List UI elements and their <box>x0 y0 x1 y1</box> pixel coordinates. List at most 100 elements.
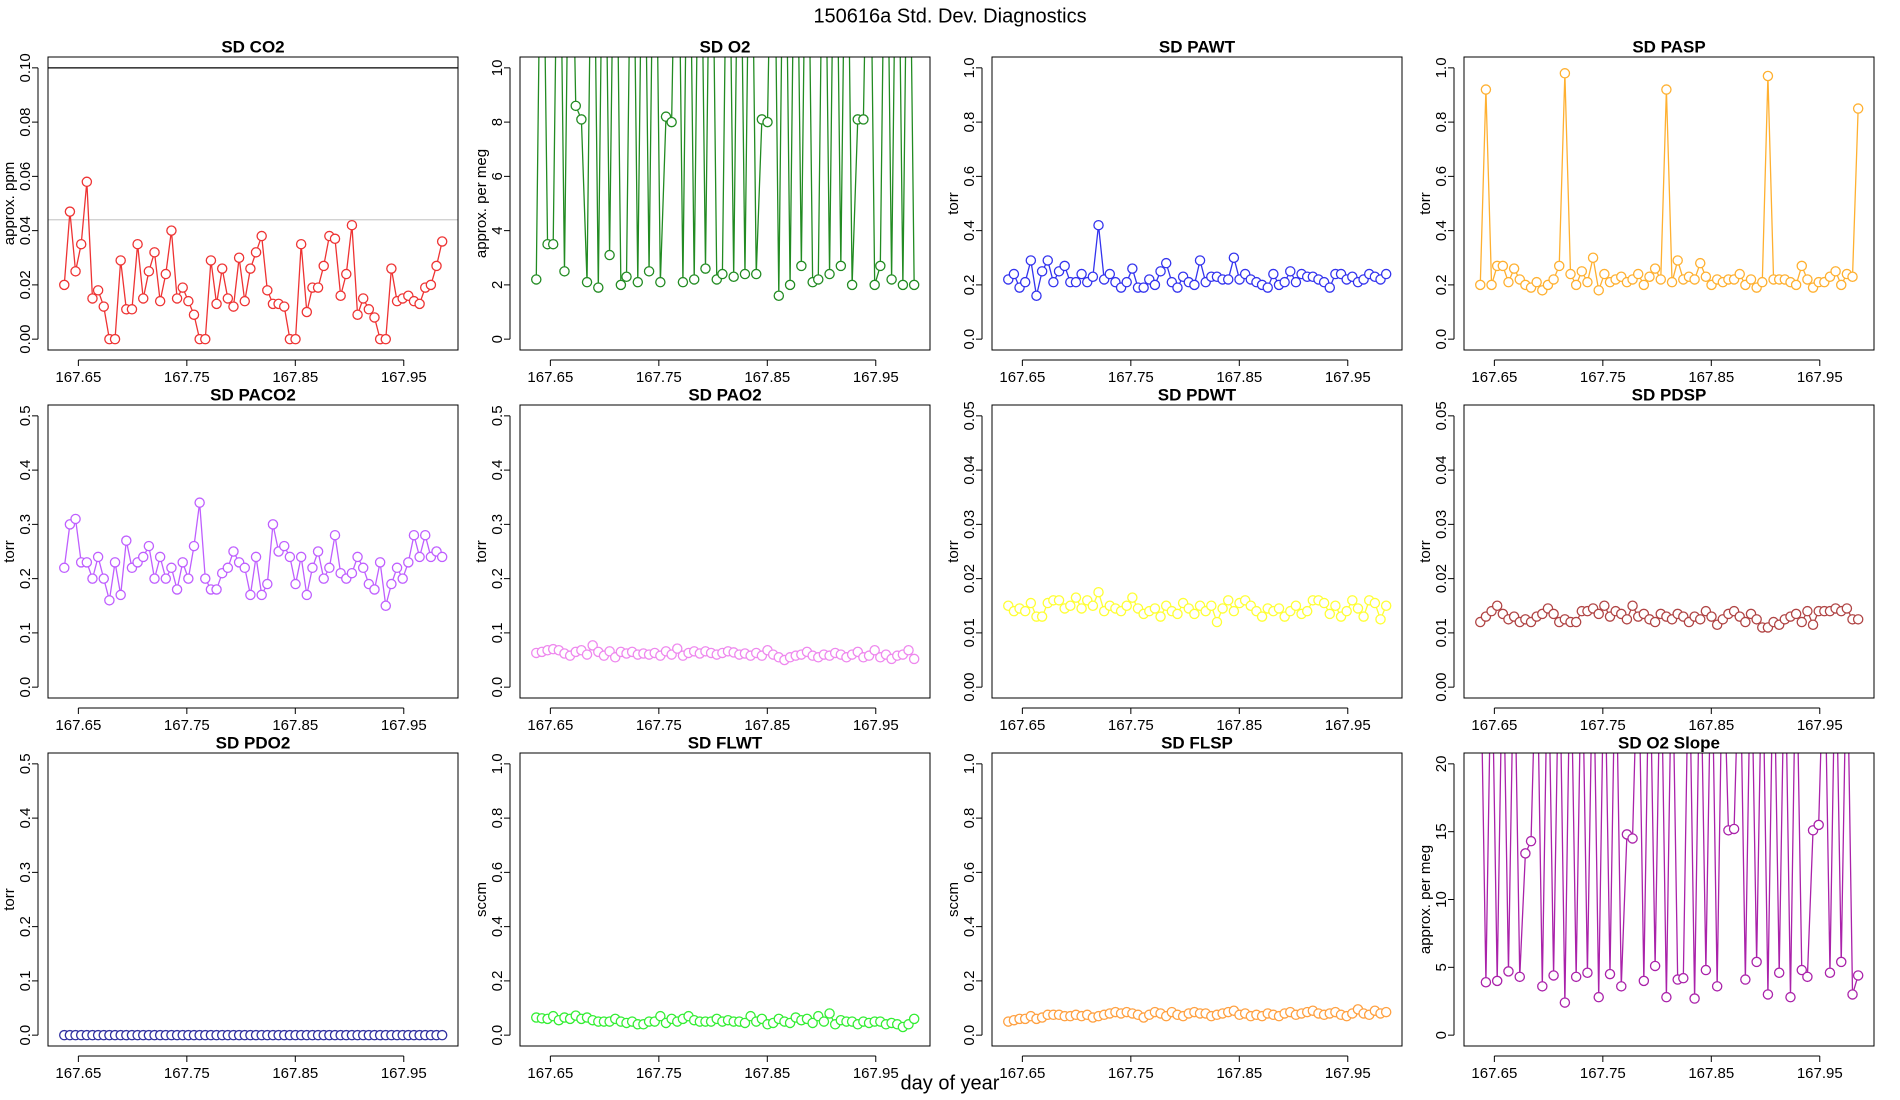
data-point <box>1486 279 1497 291</box>
data-point <box>1475 279 1486 291</box>
data-point <box>858 114 869 125</box>
data-point <box>216 263 228 274</box>
data-point <box>1548 274 1559 285</box>
data-point <box>1841 603 1853 614</box>
data-point <box>1599 268 1610 280</box>
data-point <box>1559 68 1571 79</box>
data-point <box>1031 290 1042 301</box>
data-point <box>1369 597 1381 609</box>
data-point <box>228 546 239 557</box>
data-point <box>92 551 104 563</box>
data-point <box>1576 266 1588 277</box>
data-point <box>1189 608 1200 620</box>
data-point <box>1672 255 1683 266</box>
data-point <box>1358 611 1369 622</box>
data-point <box>835 260 847 272</box>
data-point <box>604 249 615 261</box>
y-tick-label: 5 <box>1433 963 1450 971</box>
y-tick-label: 0.0 <box>17 677 34 698</box>
data-point <box>1290 276 1302 288</box>
data-point <box>1217 603 1228 614</box>
data-point <box>200 333 211 345</box>
data-point <box>1587 252 1599 264</box>
x-tick-label: 167.65 <box>55 369 101 386</box>
data-point <box>1520 848 1531 859</box>
data-point <box>1802 605 1813 617</box>
y-tick-label: 0.10 <box>17 53 34 82</box>
data-point <box>250 247 262 258</box>
data-point <box>211 584 222 595</box>
data-point <box>1375 614 1386 625</box>
data-point <box>1491 600 1503 612</box>
x-tick-label: 167.65 <box>55 1065 101 1082</box>
data-point <box>1599 600 1610 612</box>
data-point <box>1160 257 1172 269</box>
x-tick-label: 167.85 <box>744 1065 790 1082</box>
x-tick-label: 167.75 <box>1108 717 1154 734</box>
data-point <box>593 282 604 293</box>
data-point <box>1087 600 1099 612</box>
data-point <box>1802 971 1813 983</box>
data-point <box>1593 608 1604 620</box>
y-tick-label: 0.1 <box>489 622 506 643</box>
x-tick-label: 167.85 <box>272 369 318 386</box>
data-point <box>1070 276 1082 288</box>
data-point <box>171 584 183 595</box>
y-tick-label: 0.4 <box>17 460 34 481</box>
y-tick-label: 0.2 <box>17 916 34 937</box>
data-point <box>1830 266 1841 277</box>
data-point <box>143 540 155 552</box>
data-point <box>1638 975 1650 987</box>
data-point <box>908 279 920 291</box>
x-tick-label: 167.65 <box>999 369 1045 386</box>
x-tick-label: 167.95 <box>381 369 427 386</box>
data-point <box>1330 600 1341 612</box>
data-point <box>1694 257 1706 269</box>
y-tick-label: 0.4 <box>961 220 978 241</box>
data-point <box>1678 972 1689 984</box>
y-tick-label: 0.2 <box>961 970 978 991</box>
data-point <box>1076 268 1087 280</box>
y-tick-label: 0.04 <box>1433 456 1450 485</box>
x-tick-label: 167.85 <box>744 369 790 386</box>
x-tick-label: 167.75 <box>164 369 210 386</box>
plot-area <box>48 67 458 345</box>
x-axis-label: day of year <box>901 1072 1000 1094</box>
data-point <box>1347 595 1358 606</box>
data-point <box>284 551 296 563</box>
data-point <box>655 276 666 288</box>
data-point <box>773 290 785 301</box>
y-tick-label: 0.02 <box>1433 564 1450 593</box>
y-tick-label: 0.6 <box>961 862 978 883</box>
y-tick-label: 0.04 <box>17 216 34 245</box>
y-tick-label: 0.5 <box>489 405 506 426</box>
data-point <box>1262 282 1273 293</box>
data-point <box>1593 991 1604 1003</box>
data-point <box>92 285 104 296</box>
data-point <box>1127 592 1138 603</box>
data-point <box>324 562 335 574</box>
data-point <box>1790 279 1802 291</box>
y-axis-label: torr <box>1 888 18 911</box>
data-point <box>1155 266 1166 277</box>
data-point <box>1380 268 1392 280</box>
data-point <box>329 233 341 245</box>
x-tick-label: 167.95 <box>853 369 899 386</box>
plot-area <box>531 1008 920 1033</box>
data-point <box>1559 997 1571 1008</box>
data-point <box>205 255 217 266</box>
data-point <box>688 274 700 285</box>
data-point <box>59 562 70 574</box>
data-point <box>1065 600 1076 612</box>
data-point <box>278 540 290 552</box>
data-point <box>357 562 369 574</box>
data-point <box>70 513 81 525</box>
data-point <box>581 276 593 288</box>
data-point <box>301 589 313 601</box>
data-point <box>739 268 751 280</box>
data-point <box>1273 603 1285 614</box>
data-point <box>1661 84 1672 95</box>
x-tick-label: 167.65 <box>999 717 1045 734</box>
data-point <box>425 279 437 291</box>
data-point <box>762 116 773 128</box>
